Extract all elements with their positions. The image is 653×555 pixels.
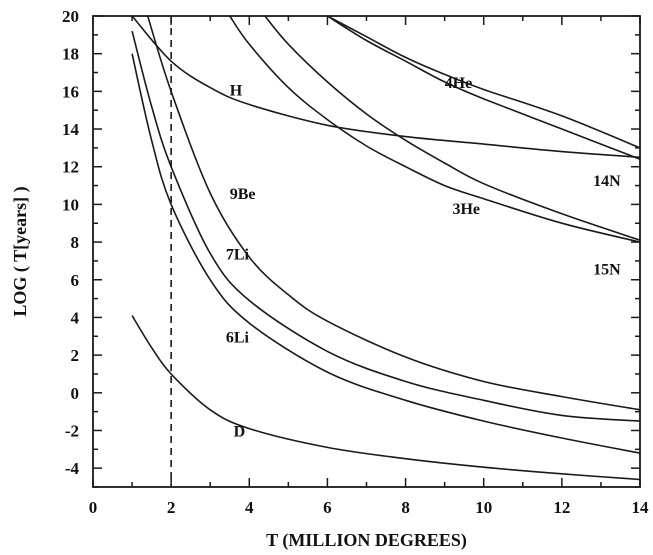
curve-label-9be: 9Be [230,186,256,203]
curve-9be [146,16,640,411]
curve-4he [327,16,640,149]
x-axis-title: T (MILLION DEGREES) [266,530,467,551]
curve-label-4he: 4He [445,75,473,92]
y-tick-label: 16 [62,82,79,101]
curve-label-h: H [230,82,243,99]
x-tick-label: 0 [89,498,98,517]
x-tick-label: 10 [475,498,492,517]
y-tick-label: -2 [65,421,79,440]
x-tick-label: 2 [167,498,176,517]
plot-frame [92,15,641,488]
curve-label-14n: 14N [593,173,621,190]
y-tick-label: 18 [62,45,79,64]
series-curves [131,16,640,481]
y-tick-label: 6 [71,271,80,290]
curve-7li [131,30,640,422]
curve-14n [326,16,640,160]
y-tick-label: 4 [71,308,80,327]
y-tick-label: -4 [65,459,80,478]
y-axis-title: LOG ( T[years] ) [10,186,31,316]
y-tick-label: 12 [62,158,79,177]
y-tick-label: 8 [71,233,80,252]
axes: 0 2 4 6 8 10 12 14 -4 -2 0 2 4 6 8 10 12 14 16 18 20 [62,7,649,517]
y-tick-label: 2 [71,346,80,365]
curve-6li [131,53,640,454]
x-tick-label: 6 [323,498,332,517]
y-tick-label: 0 [71,384,80,403]
x-tick-label: 4 [245,498,254,517]
curve-3he [229,16,640,243]
y-tick-label: 20 [62,7,79,26]
curve-15n [264,16,640,241]
x-tick-label: 12 [553,498,570,517]
x-tick-label: 14 [632,498,650,517]
curve-label-7li: 7Li [226,246,250,263]
series-labels: D 6Li 7Li 9Be H 3He 4He 14N 15N [226,75,621,441]
y-tick-label: 14 [62,120,80,139]
curve-label-15n: 15N [593,261,621,278]
curve-d [131,315,640,481]
y-tick-label: 10 [62,195,79,214]
curve-h [131,16,640,159]
curve-label-6li: 6Li [226,329,250,346]
curve-label-3he: 3He [452,201,480,218]
curve-label-d: D [234,423,246,440]
x-tick-label: 8 [401,498,410,517]
